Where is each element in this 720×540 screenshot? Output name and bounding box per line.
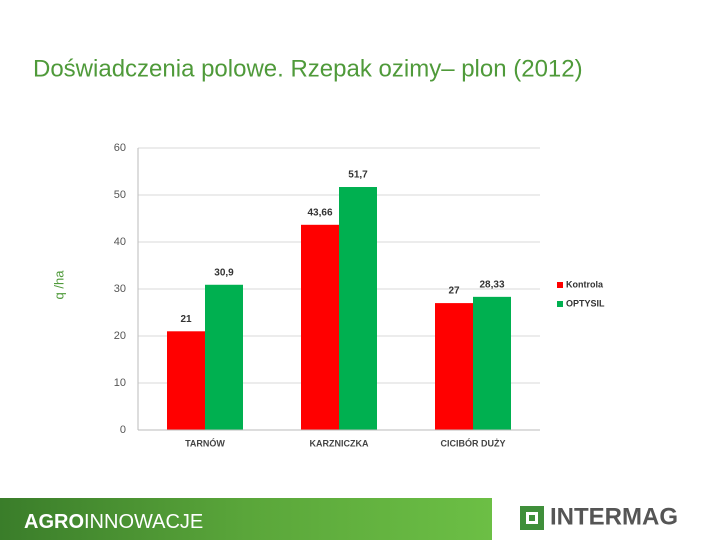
legend-label: Kontrola [566, 279, 604, 289]
bar [435, 303, 473, 430]
value-label: 21 [180, 314, 192, 325]
logo-mark-core [529, 515, 535, 521]
y-tick-label: 10 [114, 377, 126, 389]
x-tick-label: TARNÓW [185, 437, 225, 448]
value-label: 51,7 [348, 170, 368, 181]
bar [301, 224, 339, 430]
bar [167, 331, 205, 430]
value-label: 27 [448, 286, 460, 297]
x-tick-label: CICIBÓR DUŻY [441, 437, 506, 448]
brand-bold: AGRO [24, 511, 84, 533]
logo-text: INTERMAG [550, 503, 678, 530]
bar [473, 296, 511, 430]
y-tick-label: 50 [114, 189, 126, 201]
brand-light: INNOWACJE [84, 511, 203, 533]
y-tick-label: 0 [120, 424, 126, 436]
chart-title: Doświadczenia polowe. Rzepak ozimy– plon… [33, 55, 583, 82]
value-label: 43,66 [307, 207, 332, 218]
y-tick-label: 40 [114, 236, 126, 248]
legend-swatch [557, 301, 563, 307]
y-axis-label: q /ha [51, 270, 66, 300]
footer-bar [0, 498, 492, 540]
value-label: 30,9 [214, 267, 234, 278]
y-tick-label: 60 [114, 142, 126, 154]
x-tick-label: KARZNICZKA [310, 438, 369, 448]
legend-label: OPTYSIL [566, 298, 605, 308]
bar [205, 284, 243, 430]
footer-brand: AGROINNOWACJE [24, 511, 203, 533]
bar [339, 187, 377, 430]
legend-swatch [557, 282, 563, 288]
y-tick-label: 30 [114, 283, 126, 295]
y-tick-label: 20 [114, 330, 126, 342]
value-label: 28,33 [479, 279, 504, 290]
